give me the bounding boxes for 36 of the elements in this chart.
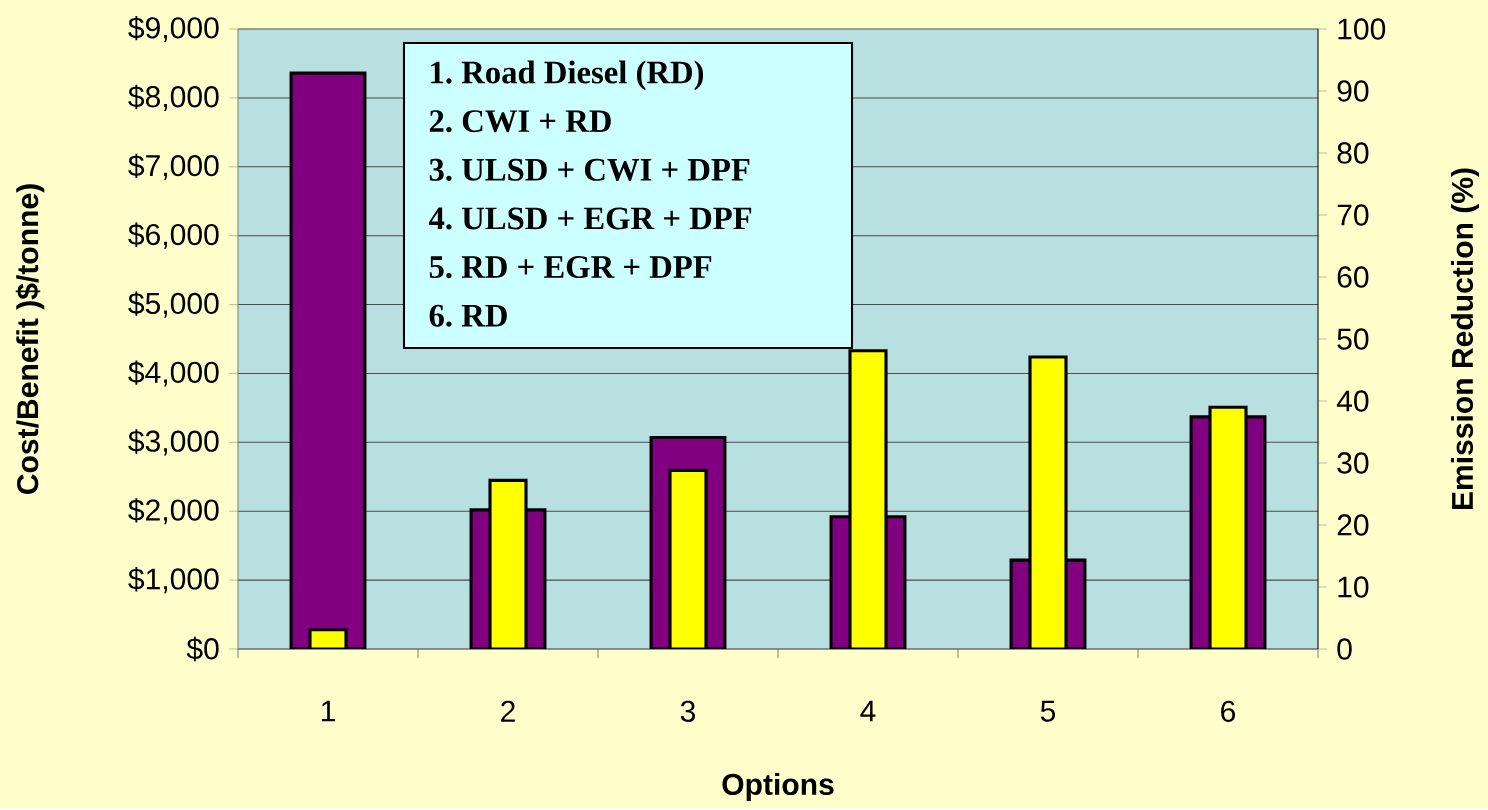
y-tick-label: $9,000 bbox=[128, 16, 219, 43]
annotation: 6. RD bbox=[429, 304, 507, 327]
y-tick-label: $2,000 bbox=[128, 498, 219, 525]
annotation: 4. ULSD + EGR + DPF bbox=[428, 207, 752, 230]
y2-axis-title: Emission Reduction (%) bbox=[1451, 168, 1480, 510]
y2-tick-label: 80 bbox=[1337, 142, 1369, 164]
x-tick-label: 6 bbox=[1221, 700, 1236, 723]
y-tick-label: $8,000 bbox=[128, 84, 219, 112]
y-tick-label: $7,000 bbox=[128, 153, 219, 180]
y2-tick-label: 90 bbox=[1337, 80, 1369, 102]
y-tick-label: $3,000 bbox=[128, 429, 219, 456]
x-tick-label: 5 bbox=[1040, 700, 1056, 722]
x-tick-label: 4 bbox=[860, 700, 876, 722]
annotation: 2. CWI + RD bbox=[429, 110, 611, 133]
annotation: 1. Road Diesel (RD) bbox=[431, 60, 704, 91]
y-tick-label: $1,000 bbox=[128, 567, 219, 594]
x-axis-title: Options bbox=[722, 773, 834, 802]
y2-tick-label: 0 bbox=[1337, 638, 1352, 660]
annotation: 5. RD + EGR + DPF bbox=[429, 256, 712, 279]
x-tick-label: 1 bbox=[321, 700, 335, 722]
y2-tick-label: 70 bbox=[1337, 204, 1369, 226]
y2-tick-label: 100 bbox=[1338, 18, 1386, 40]
y-axis-title: Cost/Benefit )$/tonne) bbox=[15, 184, 45, 495]
y2-tick-label: 30 bbox=[1337, 452, 1369, 474]
y2-tick-label: 40 bbox=[1336, 390, 1369, 412]
x-tick-label: 2 bbox=[501, 700, 515, 722]
y-tick-label: $0 bbox=[186, 636, 219, 662]
x-tick-label: 3 bbox=[680, 700, 696, 723]
annotation: 3. ULSD + CWI + DPF bbox=[429, 158, 750, 182]
y-tick-label: $6,000 bbox=[128, 222, 219, 249]
y2-tick-label: 60 bbox=[1337, 266, 1369, 288]
y-tick-label: $5,000 bbox=[128, 291, 219, 318]
y2-tick-label: 10 bbox=[1338, 576, 1369, 598]
y2-tick-label: 50 bbox=[1337, 328, 1369, 350]
y2-tick-label: 20 bbox=[1337, 514, 1369, 536]
y-tick-label: $4,000 bbox=[128, 360, 219, 387]
